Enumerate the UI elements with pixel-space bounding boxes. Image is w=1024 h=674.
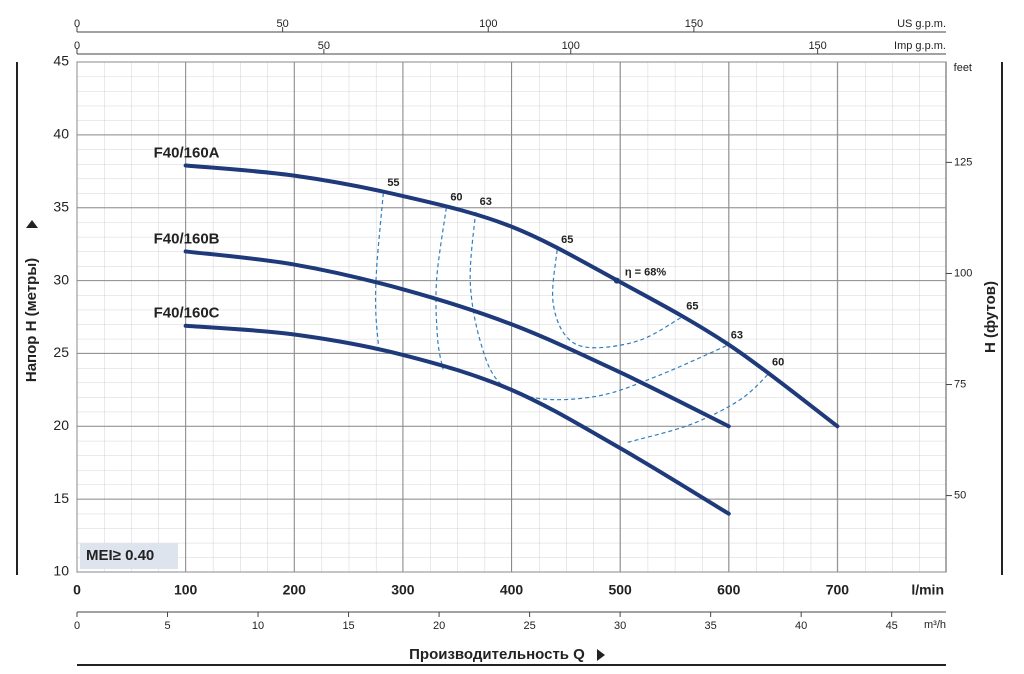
curve-label: F40/160B	[154, 230, 220, 247]
best-point	[613, 277, 620, 284]
badge: MEI≥ 0.40	[86, 547, 154, 564]
best-point-label: η = 68%	[625, 266, 666, 278]
top-tick-label: 150	[685, 18, 703, 30]
y-tick-label: 45	[53, 53, 69, 69]
efficiency-label: 63	[731, 330, 743, 342]
bottom-tick-label: 35	[705, 620, 717, 632]
efficiency-label: 55	[387, 177, 399, 189]
y-tick-label: 20	[53, 417, 69, 433]
efficiency-label: 60	[772, 356, 784, 368]
x-unit: l/min	[911, 582, 944, 598]
pump-curve	[183, 163, 840, 429]
pump-curve	[183, 323, 731, 516]
x-axis-title: Производительность Q	[409, 646, 585, 663]
efficiency-label: 63	[480, 196, 492, 208]
bottom-tick-label: 45	[886, 620, 898, 632]
curve-label: F40/160C	[154, 305, 220, 322]
x-tick-label: 100	[174, 582, 198, 598]
efficiency-label: 65	[561, 234, 573, 246]
y2-tick-label: 100	[954, 267, 972, 279]
bottom-axis-unit: m³/h	[924, 619, 946, 631]
y-axis-title: Напор H (метры)	[23, 258, 40, 382]
top-tick-label: 100	[562, 40, 580, 52]
bottom-tick-label: 20	[433, 620, 445, 632]
x-tick-label: 700	[826, 582, 850, 598]
pump-curve	[183, 249, 731, 429]
efficiency-curve	[374, 193, 384, 351]
x-title-arrow	[597, 649, 605, 661]
x-tick-label: 300	[391, 582, 415, 598]
efficiency-label: 60	[450, 192, 462, 204]
x-tick-label: 600	[717, 582, 741, 598]
y2-unit: feet	[954, 62, 972, 74]
x-tick-label: 400	[500, 582, 524, 598]
bottom-tick-label: 25	[523, 620, 535, 632]
y2-tick-label: 75	[954, 378, 966, 390]
top-tick-label: 50	[277, 18, 289, 30]
y-tick-label: 35	[53, 198, 69, 214]
top-tick-label: 100	[479, 18, 497, 30]
bottom-tick-label: 30	[614, 620, 626, 632]
bottom-tick-label: 5	[164, 620, 170, 632]
bottom-tick-label: 10	[252, 620, 264, 632]
efficiency-curve	[435, 207, 447, 370]
y-tick-label: 15	[53, 490, 69, 506]
x-tick-label: 500	[608, 582, 632, 598]
top-tick-label: 50	[318, 40, 330, 52]
top-tick-label: 150	[808, 40, 826, 52]
efficiency-curve	[627, 371, 771, 443]
y-tick-label: 40	[53, 126, 69, 142]
top-tick-label: 0	[74, 18, 80, 30]
top-axis-unit: Imp g.p.m.	[894, 40, 946, 52]
top-tick-label: 0	[74, 40, 80, 52]
y2-axis-title: H (футов)	[982, 281, 999, 353]
curve-label: F40/160A	[154, 144, 220, 161]
y2-tick-label: 125	[954, 156, 972, 168]
x-tick-label: 0	[73, 582, 81, 598]
y-tick-label: 30	[53, 271, 69, 287]
top-axis-unit: US g.p.m.	[897, 18, 946, 30]
y-tick-label: 25	[53, 344, 69, 360]
y2-tick-label: 50	[954, 489, 966, 501]
x-tick-label: 200	[283, 582, 307, 598]
bottom-tick-label: 40	[795, 620, 807, 632]
bottom-tick-label: 15	[342, 620, 354, 632]
badge-bg	[80, 543, 178, 569]
bottom-tick-label: 0	[74, 620, 80, 632]
efficiency-curve	[551, 249, 685, 349]
y-title-arrow	[26, 220, 38, 228]
y-tick-label: 10	[53, 563, 69, 579]
efficiency-label: 65	[686, 300, 698, 312]
